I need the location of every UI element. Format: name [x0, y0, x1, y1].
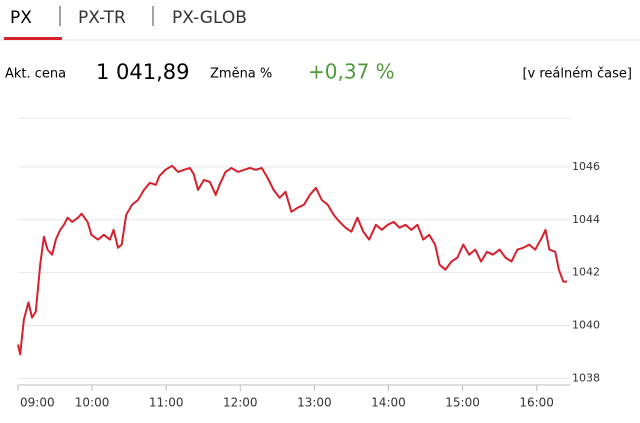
- change-label: Změna %: [210, 67, 272, 82]
- y-tick-label: 1046: [572, 160, 600, 173]
- price-line: [17, 164, 567, 356]
- y-tick-label: 1040: [572, 319, 600, 332]
- y-tick-label: 1038: [572, 371, 600, 384]
- y-tick-label: 1042: [572, 266, 600, 279]
- x-tick-label: 12:00: [223, 396, 258, 410]
- price: 1 041,89: [96, 60, 190, 84]
- x-tick-label: 11:00: [149, 396, 184, 410]
- change: +0,37 %: [308, 60, 395, 84]
- x-tick-label: 14:00: [371, 396, 406, 410]
- x-tick-label: 15:00: [445, 396, 480, 410]
- mode: [v reálném čase]: [522, 67, 632, 82]
- active-tab-indicator: [4, 37, 62, 40]
- x-tick-label: 16:00: [519, 396, 554, 410]
- tab[interactable]: PX: [10, 8, 32, 28]
- x-tick-label: 09:00: [20, 396, 55, 410]
- x-tick-label: 13:00: [297, 396, 332, 410]
- x-tick-label: 10:00: [75, 396, 110, 410]
- price-label: Akt. cena: [5, 67, 66, 82]
- tab[interactable]: PX-GLOB: [172, 8, 247, 28]
- y-tick-label: 1044: [572, 213, 600, 226]
- tab[interactable]: PX-TR: [78, 8, 126, 28]
